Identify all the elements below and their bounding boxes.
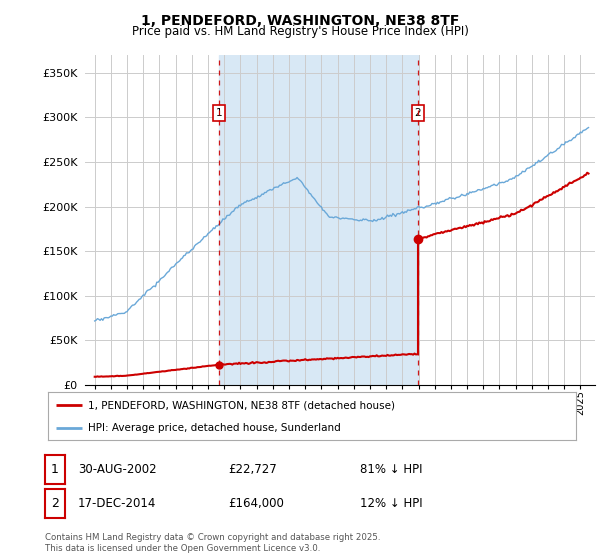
Text: 17-DEC-2014: 17-DEC-2014: [78, 497, 157, 510]
Text: 1, PENDEFORD, WASHINGTON, NE38 8TF: 1, PENDEFORD, WASHINGTON, NE38 8TF: [141, 14, 459, 28]
Text: 81% ↓ HPI: 81% ↓ HPI: [360, 463, 422, 477]
Text: Price paid vs. HM Land Registry's House Price Index (HPI): Price paid vs. HM Land Registry's House …: [131, 25, 469, 38]
Text: 12% ↓ HPI: 12% ↓ HPI: [360, 497, 422, 510]
Text: HPI: Average price, detached house, Sunderland: HPI: Average price, detached house, Sund…: [88, 423, 340, 433]
Text: Contains HM Land Registry data © Crown copyright and database right 2025.
This d: Contains HM Land Registry data © Crown c…: [45, 533, 380, 553]
Text: 2: 2: [51, 497, 59, 510]
Text: 1: 1: [51, 463, 59, 477]
Text: 30-AUG-2002: 30-AUG-2002: [78, 463, 157, 477]
Text: £22,727: £22,727: [228, 463, 277, 477]
Text: 1: 1: [215, 108, 222, 118]
Text: 1, PENDEFORD, WASHINGTON, NE38 8TF (detached house): 1, PENDEFORD, WASHINGTON, NE38 8TF (deta…: [88, 400, 395, 410]
Text: £164,000: £164,000: [228, 497, 284, 510]
Text: 2: 2: [415, 108, 421, 118]
Bar: [219, 55, 418, 385]
